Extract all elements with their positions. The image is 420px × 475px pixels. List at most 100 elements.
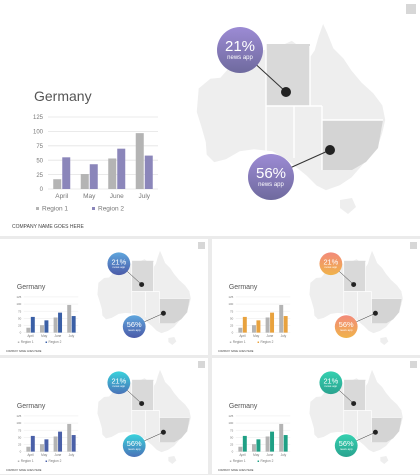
x-tick-label: June [110, 193, 124, 200]
legend-label: Region 1 [21, 340, 34, 344]
stat-bubble-label: news app [128, 447, 141, 451]
stat-bubble-circle [107, 371, 131, 395]
legend-label: Region 1 [42, 206, 68, 213]
bar-region-2 [30, 435, 35, 452]
state-borders [265, 44, 383, 170]
slide-thumbnail[interactable]: 21% news app 56% news app Germany 0 25 50 75 100 1… [212, 358, 420, 474]
y-tick-label: 100 [16, 302, 21, 306]
bar-region-1 [238, 327, 243, 333]
x-tick-label: June [266, 453, 273, 457]
bar-region-2 [256, 439, 261, 452]
tasmania [340, 198, 356, 214]
x-tick-label: July [281, 453, 287, 457]
x-tick-label: June [266, 334, 273, 338]
y-tick-label: 25 [230, 324, 234, 328]
y-tick-label: 75 [36, 144, 43, 150]
bar-region-1 [53, 179, 62, 189]
y-tick-label: 125 [33, 115, 44, 121]
x-tick-label: April [27, 453, 34, 457]
stat-bubble-circle [217, 27, 263, 73]
stat-bubble-circle [248, 154, 294, 200]
stat-bubble-label: news app [227, 55, 253, 61]
bar-region-1 [53, 436, 58, 452]
y-tick-label: 0 [20, 450, 22, 454]
stat-bubble: 56%news app [334, 315, 358, 339]
stat-bubble-label: news app [340, 447, 353, 451]
x-tick-label: May [83, 193, 96, 200]
bar-region-2 [144, 155, 153, 189]
australia-map [96, 367, 192, 464]
chart-legend: Region 1 Region 2 [229, 340, 274, 344]
map-pin-dot [160, 310, 166, 316]
map-pin-dot [139, 282, 145, 288]
stat-bubble: 21%news app [319, 252, 343, 276]
bar-region-2 [117, 148, 126, 189]
y-tick-label: 75 [230, 309, 234, 313]
australia-map [96, 248, 192, 345]
legend-swatch [92, 207, 95, 210]
y-tick-label: 100 [228, 302, 233, 306]
x-tick-label: June [54, 453, 61, 457]
x-tick-label: July [281, 334, 287, 338]
stat-bubble-value: 21% [323, 257, 338, 266]
y-tick-label: 50 [18, 316, 22, 320]
x-tick-label: June [54, 334, 61, 338]
y-tick-label: 50 [18, 435, 22, 439]
slide-title: Germany [34, 88, 92, 104]
victoria-nsw-highlight [371, 417, 402, 443]
stat-bubble-value: 56% [339, 320, 354, 329]
slide-corner-marker [410, 361, 417, 368]
bar-region-2 [270, 312, 275, 333]
chart-legend: Region 1 Region 2 [229, 459, 274, 463]
stat-bubble-circle [122, 315, 146, 339]
bar-region-1 [279, 304, 284, 333]
bar-chart: 0 25 50 75 100 125 April May June July [33, 115, 158, 200]
legend-swatch [45, 460, 48, 462]
slide-thumbnail[interactable]: 21% news app 56% news app Germany 0 25 50 75 100 1… [0, 358, 208, 474]
bar-region-1 [26, 327, 31, 333]
company-footer: COMPANY NAME GOES HERE [218, 469, 254, 472]
slide-thumbnail[interactable]: 21% news app 56% news app Germany 0 25 50 75 100 1… [0, 239, 208, 355]
chart-legend: Region 1 Region 2 [17, 459, 62, 463]
y-tick-label: 125 [228, 414, 233, 418]
y-tick-label: 75 [18, 309, 22, 313]
stat-bubble-circle [334, 434, 358, 458]
bar-region-1 [67, 304, 72, 333]
y-tick-label: 125 [228, 295, 233, 299]
bar-region-1 [265, 436, 270, 452]
stat-bubble-value: 56% [256, 165, 286, 182]
stat-bubble-circle [107, 252, 131, 276]
bar-region-2 [89, 164, 98, 189]
stat-bubble-value: 56% [127, 320, 142, 329]
legend-label: Region 1 [233, 459, 246, 463]
x-tick-label: May [41, 453, 47, 457]
x-tick-label: July [69, 453, 75, 457]
legend-label: Region 2 [261, 459, 274, 463]
stat-bubble-circle [319, 371, 343, 395]
stat-bubble-circle [334, 315, 358, 339]
main-slide[interactable]: 21% news app 56% news app Germany 0 25 50 75 100 1… [0, 0, 420, 236]
bar-chart: 0 25 50 75 100 125 April May June July [228, 295, 291, 338]
company-footer: COMPANY NAME GOES HERE [12, 224, 84, 230]
bar-region-1 [80, 174, 89, 189]
bar-region-1 [251, 444, 256, 452]
tasmania [380, 456, 389, 464]
tasmania [380, 337, 389, 345]
map-pin-dot [160, 429, 166, 435]
y-tick-label: 0 [40, 187, 44, 193]
legend-swatch [229, 460, 232, 462]
stat-bubble-label: news app [112, 265, 125, 269]
legend-swatch [17, 341, 20, 343]
slide-thumbnail[interactable]: 21% news app 56% news app Germany 0 25 50 75 100 1… [212, 239, 420, 355]
map-pin-dot [351, 282, 357, 288]
bar-region-2 [242, 435, 247, 452]
bar-chart: 0 25 50 75 100 125 April May June July [16, 295, 79, 338]
legend-swatch [257, 460, 260, 462]
bar-region-1 [39, 444, 44, 452]
map-pin-dot [281, 87, 291, 97]
bar-region-2 [283, 316, 288, 333]
y-tick-label: 75 [230, 428, 234, 432]
